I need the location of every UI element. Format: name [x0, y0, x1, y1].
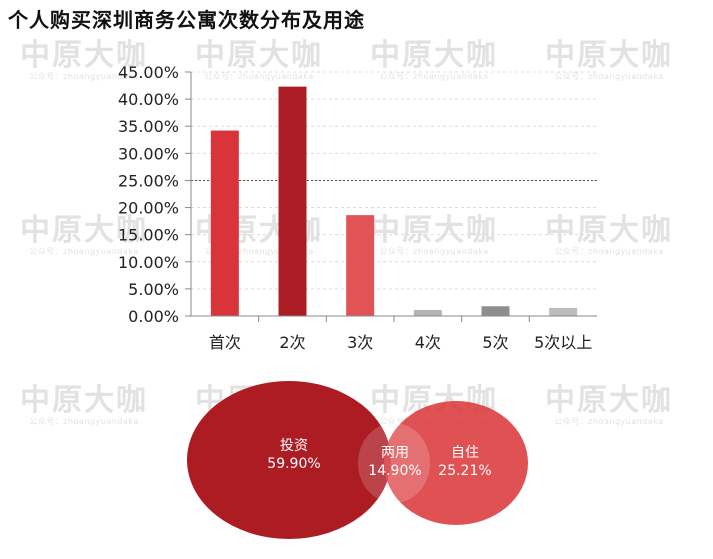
bar [210, 130, 239, 316]
bar-chart: 0.00% 5.00% 10.00% 15.00% 20.00% 25.00% 30.00%… [118, 63, 597, 352]
y-tick-label: 25.00% [118, 171, 179, 190]
watermark: 中原大咖 公众号：zhoangyuandaka [370, 385, 498, 427]
page-title: 个人购买深圳商务公寓次数分布及用途 [8, 8, 365, 32]
y-tick-label: 0.00% [128, 307, 179, 326]
y-tick-label: 35.00% [118, 117, 179, 136]
y-tick-label: 40.00% [118, 90, 179, 109]
watermark-text: 中原大咖 [370, 383, 498, 418]
watermark: 中原大咖 公众号：zhoangyuandaka [545, 385, 673, 427]
x-tick-label: 5次以上 [534, 333, 592, 352]
grid-lines [191, 71, 597, 290]
venn-overlap-label: 两用 14.90% [345, 444, 445, 480]
bar [549, 307, 578, 316]
bar [278, 86, 307, 316]
bar [481, 306, 510, 316]
x-tick-label: 3次 [347, 333, 373, 352]
watermark-subtext: 公众号：zhoangyuandaka [379, 417, 489, 426]
venn-overlap-name: 两用 [381, 445, 409, 461]
venn-selfuse-value: 25.21% [438, 463, 492, 479]
watermark-text: 中原大咖 [20, 383, 148, 418]
watermark-subtext: 公众号：zhoangyuandaka [204, 417, 314, 426]
bar [346, 215, 375, 316]
x-tick-label: 5次 [482, 333, 508, 352]
y-tick-label: 30.00% [118, 144, 179, 163]
bars [210, 86, 578, 316]
venn-investment-name: 投资 [280, 438, 308, 454]
watermark-subtext: 公众号：zhoangyuandaka [554, 417, 664, 426]
y-tick-label: 10.00% [118, 253, 179, 272]
watermark-text: 中原大咖 [195, 383, 323, 418]
y-tick-label: 15.00% [118, 226, 179, 245]
venn-investment-label: 投资 59.90% [244, 437, 344, 473]
watermark-text: 中原大咖 [545, 383, 673, 418]
x-tick-label: 2次 [279, 333, 305, 352]
venn-investment-value: 59.90% [267, 456, 321, 472]
y-tick-label: 5.00% [128, 280, 179, 299]
venn-selfuse-label: 自住 25.21% [415, 444, 515, 480]
watermark-subtext: 公众号：zhoangyuandaka [29, 417, 139, 426]
x-tick-label: 4次 [415, 333, 441, 352]
watermark: 中原大咖 公众号：zhoangyuandaka [195, 385, 323, 427]
y-tick-label: 45.00% [118, 63, 179, 82]
axes: 0.00% 5.00% 10.00% 15.00% 20.00% 25.00% 30.00%… [118, 63, 597, 352]
x-tick-label: 首次 [209, 333, 241, 352]
venn-overlap-value: 14.90% [368, 463, 422, 479]
venn-selfuse-name: 自住 [451, 445, 479, 461]
watermark: 中原大咖 公众号：zhoangyuandaka [20, 385, 148, 427]
y-tick-label: 20.00% [118, 199, 179, 218]
bar [413, 310, 442, 316]
